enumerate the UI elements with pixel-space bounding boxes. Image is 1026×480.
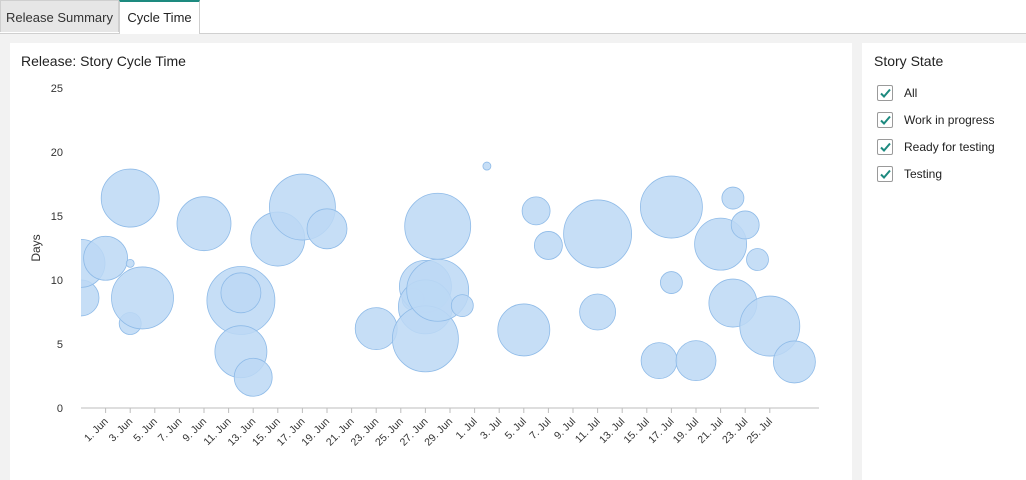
- data-bubble[interactable]: [640, 342, 678, 380]
- filter-label-testing: Testing: [904, 166, 943, 181]
- x-tick-label: 13. Jul: [597, 416, 627, 446]
- chart-panel: Release: Story Cycle Time Days 0 5 10 15 20 25…: [10, 43, 852, 480]
- data-bubble[interactable]: [482, 161, 492, 171]
- filter-item-all[interactable]: All: [877, 79, 995, 106]
- x-tick-label: 17. Jul: [646, 416, 676, 446]
- x-tick-label: 15. Jul: [622, 416, 652, 446]
- data-bubble[interactable]: [640, 175, 703, 239]
- data-bubble[interactable]: [354, 307, 398, 351]
- x-tick-label: 3. Jun: [107, 416, 136, 445]
- data-bubble[interactable]: [111, 266, 174, 330]
- data-bubble[interactable]: [773, 340, 816, 384]
- filter-list: All Work in progress Ready for testing T…: [877, 79, 995, 187]
- check-icon: [880, 115, 891, 125]
- filter-label-work-in-progress: Work in progress: [904, 112, 995, 127]
- x-tick-label: 7. Jul: [527, 416, 553, 442]
- x-tick-label: 5. Jul: [503, 416, 529, 442]
- filter-item-work-in-progress[interactable]: Work in progress: [877, 106, 995, 133]
- x-tick-label: 21. Jul: [695, 416, 725, 446]
- data-bubble[interactable]: [125, 258, 135, 268]
- data-bubble[interactable]: [220, 272, 262, 314]
- data-bubble[interactable]: [83, 235, 128, 281]
- data-bubble[interactable]: [721, 186, 745, 210]
- x-tick-label: 29. Jun: [422, 416, 455, 449]
- checkbox-ready-for-testing[interactable]: [877, 138, 893, 155]
- filter-item-testing[interactable]: Testing: [877, 160, 995, 187]
- data-bubble[interactable]: [746, 248, 769, 271]
- data-bubble[interactable]: [675, 340, 717, 382]
- y-tick-label: 5: [57, 339, 63, 351]
- y-tick-label: 10: [51, 275, 63, 287]
- data-bubble[interactable]: [579, 293, 616, 331]
- check-icon: [880, 142, 891, 152]
- data-bubble[interactable]: [739, 295, 801, 357]
- data-bubble[interactable]: [404, 192, 472, 260]
- y-tick-label: 15: [51, 211, 63, 223]
- filter-item-ready-for-testing[interactable]: Ready for testing: [877, 133, 995, 160]
- x-tick-label: 1. Jun: [82, 416, 111, 445]
- checkbox-testing[interactable]: [877, 165, 893, 182]
- chart-title: Release: Story Cycle Time: [21, 53, 186, 69]
- filter-label-ready-for-testing: Ready for testing: [904, 139, 995, 154]
- check-icon: [880, 88, 891, 98]
- check-icon: [880, 169, 891, 179]
- x-tick-label: 11. Jul: [573, 416, 603, 446]
- y-tick-label: 20: [51, 147, 63, 159]
- data-bubble[interactable]: [730, 210, 760, 240]
- data-bubble[interactable]: [233, 357, 273, 397]
- data-bubble[interactable]: [450, 294, 474, 318]
- data-bubble[interactable]: [497, 303, 551, 357]
- data-bubble[interactable]: [176, 196, 232, 252]
- y-axis-label: Days: [29, 234, 43, 261]
- data-bubble[interactable]: [563, 199, 632, 269]
- data-bubble[interactable]: [306, 208, 348, 250]
- data-bubble[interactable]: [63, 279, 100, 317]
- y-tick-label: 25: [51, 83, 63, 95]
- x-tick-label: 5. Jun: [131, 416, 160, 445]
- filter-panel: Story State All Work in progress Ready f…: [862, 43, 1026, 480]
- data-bubble[interactable]: [660, 271, 683, 294]
- checkbox-work-in-progress[interactable]: [877, 111, 893, 128]
- data-bubble[interactable]: [100, 168, 160, 228]
- x-tick-label: 3. Jul: [478, 416, 504, 442]
- x-tick-label: 23. Jul: [720, 416, 750, 446]
- filter-label-all: All: [904, 85, 918, 100]
- x-tick-label: 7. Jun: [156, 416, 185, 445]
- data-bubble[interactable]: [521, 196, 551, 226]
- bubble-group: [63, 161, 816, 397]
- x-tick-label: 25. Jul: [745, 416, 775, 446]
- x-tick-label: 1. Jul: [453, 416, 479, 442]
- checkbox-all[interactable]: [877, 84, 893, 101]
- filter-title: Story State: [874, 53, 944, 69]
- x-tick-label: 19. Jul: [671, 416, 701, 446]
- y-tick-label: 0: [57, 403, 63, 415]
- data-bubble[interactable]: [534, 231, 563, 260]
- tab-bar: Release Summary Cycle Time: [0, 0, 1026, 34]
- tab-cycle-time[interactable]: Cycle Time: [119, 0, 200, 34]
- tab-release-summary[interactable]: Release Summary: [0, 0, 119, 32]
